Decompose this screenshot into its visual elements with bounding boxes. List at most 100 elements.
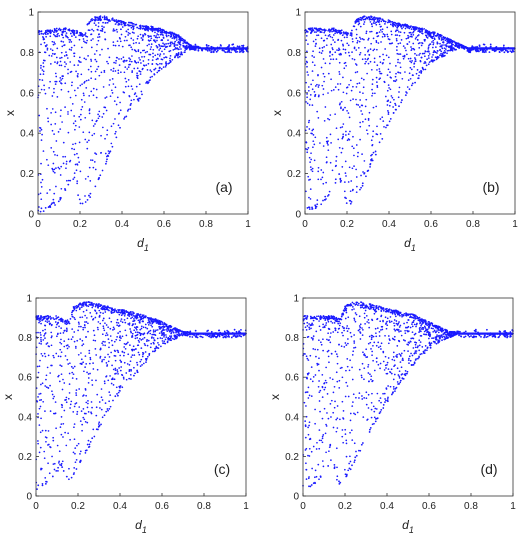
- data-point: [346, 86, 349, 89]
- data-point: [73, 64, 76, 66]
- data-point: [331, 169, 334, 172]
- data-point: [151, 333, 154, 336]
- data-point: [112, 384, 115, 386]
- data-point: [79, 338, 82, 340]
- data-point: [77, 64, 79, 66]
- data-point: [334, 28, 337, 31]
- data-point: [398, 24, 400, 27]
- data-point: [185, 46, 187, 48]
- data-point: [103, 71, 106, 73]
- data-point: [355, 33, 358, 36]
- data-point: [42, 150, 45, 152]
- data-point: [335, 58, 338, 60]
- data-point: [367, 117, 370, 120]
- data-point: [336, 29, 338, 32]
- data-point: [127, 31, 130, 34]
- data-point: [113, 349, 116, 352]
- data-point: [67, 397, 70, 400]
- data-point: [339, 32, 342, 35]
- data-point: [316, 199, 319, 201]
- data-point: [45, 440, 47, 443]
- data-point: [387, 113, 390, 115]
- data-point: [380, 25, 382, 28]
- data-point: [139, 319, 141, 321]
- data-point: [44, 482, 47, 485]
- data-point: [160, 62, 163, 65]
- data-point: [141, 364, 143, 366]
- data-point: [163, 56, 165, 59]
- data-point: [163, 334, 166, 337]
- data-point: [412, 42, 415, 45]
- data-point: [355, 86, 358, 88]
- data-point: [313, 143, 316, 146]
- data-point: [320, 169, 323, 171]
- data-point: [454, 49, 456, 51]
- data-point: [138, 353, 141, 356]
- data-point: [47, 120, 50, 123]
- data-point: [103, 26, 105, 28]
- data-point: [69, 61, 72, 63]
- data-point: [96, 368, 99, 371]
- data-point: [57, 130, 60, 133]
- data-point: [104, 38, 106, 40]
- data-point: [143, 64, 146, 67]
- data-point: [178, 55, 181, 58]
- data-point: [309, 166, 312, 168]
- data-point: [380, 41, 382, 43]
- data-point: [319, 142, 321, 144]
- data-point: [115, 28, 118, 31]
- data-point: [358, 82, 361, 84]
- data-point: [55, 427, 57, 430]
- data-point: [46, 158, 48, 161]
- data-point: [360, 104, 363, 107]
- data-point: [402, 26, 405, 28]
- data-point: [119, 359, 122, 362]
- data-point: [451, 47, 453, 50]
- data-point: [110, 320, 113, 323]
- data-point: [404, 23, 406, 26]
- data-point: [158, 332, 161, 335]
- data-point: [109, 327, 112, 330]
- data-point: [160, 68, 163, 70]
- data-point: [381, 35, 384, 38]
- data-point: [443, 44, 445, 46]
- data-point: [169, 42, 172, 45]
- data-point: [62, 332, 65, 334]
- data-point: [88, 166, 91, 169]
- data-point: [77, 194, 79, 197]
- data-point: [311, 61, 314, 64]
- data-point: [133, 49, 136, 51]
- data-point: [55, 140, 58, 142]
- data-point: [354, 20, 357, 22]
- data-point: [70, 41, 73, 43]
- data-point: [404, 27, 407, 30]
- data-point: [370, 15, 373, 18]
- data-point: [73, 331, 76, 333]
- data-point: [388, 104, 391, 107]
- data-point: [149, 48, 152, 51]
- data-point: [140, 339, 143, 341]
- data-point: [70, 109, 73, 112]
- data-point: [314, 45, 317, 48]
- data-point: [60, 40, 63, 43]
- data-point: [96, 68, 98, 71]
- data-point: [75, 394, 78, 396]
- data-point: [169, 49, 172, 52]
- data-point: [41, 482, 44, 485]
- data-point: [326, 142, 329, 145]
- data-point: [485, 51, 487, 53]
- data-point: [346, 139, 349, 142]
- data-point: [176, 336, 178, 339]
- data-point: [359, 99, 361, 101]
- data-point: [61, 45, 64, 48]
- data-point: [444, 39, 447, 42]
- data-point: [79, 170, 82, 173]
- data-point: [366, 132, 369, 135]
- data-point: [421, 42, 423, 44]
- data-point: [403, 31, 406, 34]
- data-point: [422, 68, 425, 71]
- data-point: [83, 82, 86, 84]
- data-point: [316, 29, 319, 31]
- data-point: [306, 151, 309, 154]
